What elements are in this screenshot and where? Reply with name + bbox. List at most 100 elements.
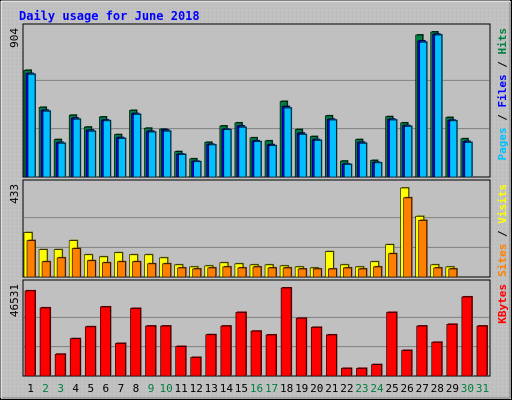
bar-face [297, 268, 307, 278]
bar-pages-day-10 [163, 130, 172, 178]
bar-sites-day-2 [41, 260, 52, 278]
bar-face [416, 325, 427, 377]
panel-legend: Pages / Files / Hits [496, 28, 509, 161]
x-tick-label: 21 [325, 382, 338, 395]
bar-pages-day-24 [374, 161, 383, 178]
bar-pages-day-22 [344, 163, 353, 178]
legend-entry: Pages [496, 127, 509, 160]
bar-pages-day-1 [27, 73, 36, 178]
bar-face [237, 267, 247, 278]
bar-face [253, 141, 262, 178]
x-tick-label: 26 [401, 382, 414, 395]
bar-face [449, 120, 458, 178]
bar-face [433, 267, 443, 278]
bar-face [325, 334, 337, 377]
panel-kbytes: 46531 KBytes [8, 279, 509, 377]
bar-sites-day-24 [373, 265, 383, 278]
bar-face [26, 240, 36, 278]
bar-kbytes-day-29 [446, 323, 458, 377]
bar-face [282, 267, 292, 278]
bar-pages-day-29 [449, 119, 458, 178]
x-tick-label: 20 [310, 382, 323, 395]
bar-face [313, 140, 322, 178]
legend-entry: Sites [496, 244, 509, 277]
bar-sites-day-8 [132, 260, 142, 278]
bar-face [205, 334, 217, 377]
bar-face [312, 268, 322, 278]
x-axis: 1 2 3 4 5 6 7 8 9 10 11 12 13 14 15 16 17 18 19 20 21 22 23 24 2… [27, 382, 489, 395]
bar-face [102, 262, 111, 278]
bar-kbytes-day-19 [295, 317, 308, 377]
bar-face [132, 261, 141, 278]
bar-face [220, 325, 232, 377]
bar-sites-day-26 [403, 196, 413, 278]
bar-face [358, 268, 367, 278]
bar-face [388, 253, 397, 278]
x-tick-label: 16 [250, 382, 263, 395]
bar-sites-day-9 [147, 262, 157, 278]
panel-max-label: 433 [8, 184, 21, 204]
bar-face [147, 263, 156, 278]
bar-kbytes-day-12 [190, 356, 202, 377]
bar-face [343, 267, 352, 278]
bar-face [431, 342, 443, 377]
panel-hits-files-pages: 904 Pages / Files / Hits [8, 23, 509, 178]
bar-sites-day-22 [343, 266, 353, 278]
bar-face [177, 267, 186, 278]
bar-face [341, 368, 352, 377]
bar-pages-day-5 [87, 130, 97, 178]
bar-pages-day-12 [193, 160, 202, 178]
bar-face [448, 268, 458, 278]
bar-pages-day-7 [118, 137, 127, 178]
legend-entry: / [496, 108, 509, 128]
bar-sites-day-12 [192, 267, 202, 278]
bar-kbytes-day-31 [476, 325, 488, 377]
bar-kbytes-day-1 [24, 289, 36, 377]
bar-face [162, 263, 171, 278]
x-tick-label: 22 [340, 382, 353, 395]
x-tick-label: 7 [118, 382, 125, 395]
x-tick-label: 19 [295, 382, 308, 395]
bar-face [252, 266, 262, 278]
bar-pages-day-28 [434, 34, 443, 178]
bar-face [160, 325, 171, 377]
bar-face [327, 268, 337, 278]
bar-face [54, 353, 66, 377]
bar-face [118, 138, 126, 178]
bar-face [69, 338, 81, 377]
x-tick-label: 12 [190, 382, 203, 395]
x-tick-label: 11 [175, 382, 188, 395]
bar-face [373, 266, 382, 278]
legend-entry: / [496, 55, 509, 75]
bar-face [310, 327, 322, 377]
bar-pages-day-23 [359, 142, 368, 178]
bar-pages-day-15 [238, 126, 247, 178]
bar-kbytes-day-27 [416, 325, 428, 377]
bar-kbytes-day-28 [431, 341, 443, 377]
chart-panels: 904 Pages / Files / Hits 433 Sites / Visits… [8, 23, 509, 377]
bar-face [24, 290, 36, 377]
bar-face [250, 330, 262, 377]
x-tick-label: 27 [416, 382, 429, 395]
bar-face [295, 318, 307, 377]
bar-kbytes-day-5 [84, 325, 97, 377]
bar-pages-day-17 [268, 144, 278, 178]
bar-sites-day-11 [177, 266, 187, 278]
bar-face [42, 110, 51, 178]
panel-max-label: 904 [8, 28, 21, 48]
bar-face [87, 130, 96, 178]
x-tick-label: 9 [148, 382, 155, 395]
bar-face [268, 145, 277, 178]
bar-kbytes-day-15 [235, 311, 247, 377]
x-tick-label: 31 [476, 382, 489, 395]
bar-pages-day-9 [148, 131, 157, 178]
bar-face [386, 312, 397, 377]
bar-face [130, 308, 141, 377]
bar-kbytes-day-25 [386, 311, 398, 377]
x-tick-label: 15 [235, 382, 248, 395]
bar-pages-day-20 [313, 139, 323, 178]
bar-face [476, 325, 488, 377]
bar-face [223, 129, 232, 178]
x-tick-label: 6 [103, 382, 110, 395]
bar-face [403, 197, 412, 278]
